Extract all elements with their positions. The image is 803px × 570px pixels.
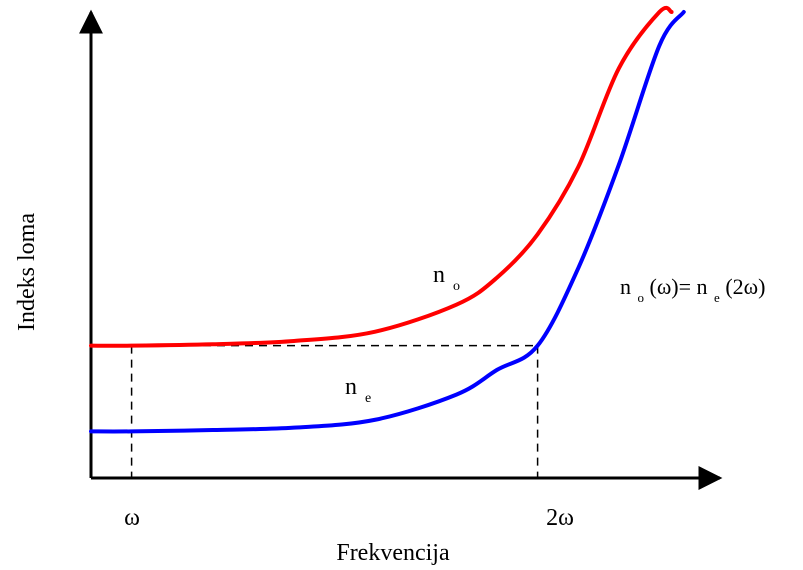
series-label-no: n o [433, 262, 460, 294]
reference-lines [91, 346, 538, 478]
equation-subscript-o: o [638, 290, 645, 305]
equation-n-o: n [620, 274, 631, 299]
series-label-ne: n e [345, 374, 371, 406]
equation-middle: (ω)= [650, 274, 692, 299]
series-group [91, 8, 684, 432]
series-label-no-main: n [433, 262, 445, 288]
y-axis-title: Indeks loma [14, 213, 40, 331]
equation-subscript-e: e [714, 290, 720, 305]
series-no-line [91, 8, 672, 346]
equation-end: (2ω) [725, 274, 765, 299]
x-tick-label-omega: ω [124, 505, 140, 531]
series-label-ne-sub: e [365, 391, 371, 406]
equation-annotation: n o (ω)= n e (2ω) [620, 274, 765, 307]
series-label-ne-main: n [345, 374, 357, 400]
x-tick-label-2omega: 2ω [546, 505, 574, 531]
series-ne-line [91, 12, 684, 432]
plot-area: ω 2ω Frekvencija Indeks loma n o n e n o… [14, 8, 765, 566]
equation-n-e: n [697, 274, 708, 299]
x-axis-title: Frekvencija [336, 540, 450, 566]
series-label-no-sub: o [453, 279, 460, 294]
